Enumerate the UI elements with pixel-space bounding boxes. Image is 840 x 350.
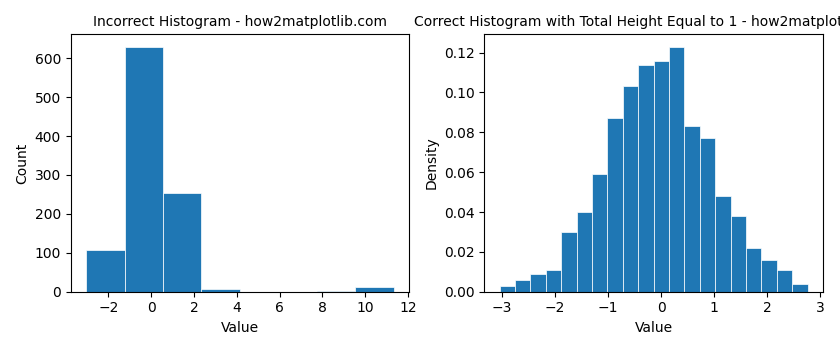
Bar <box>669 47 685 292</box>
Bar <box>163 193 202 292</box>
Bar <box>531 274 546 292</box>
Bar <box>638 64 654 292</box>
Bar <box>607 118 622 292</box>
Bar <box>700 138 715 292</box>
X-axis label: Value: Value <box>634 321 673 335</box>
Bar <box>86 250 124 292</box>
Bar <box>500 286 515 292</box>
Y-axis label: Count: Count <box>15 142 29 184</box>
Bar <box>731 216 746 292</box>
Bar <box>202 289 240 292</box>
Bar <box>654 61 669 292</box>
Bar <box>715 196 731 292</box>
Bar <box>355 287 394 292</box>
Bar <box>777 270 792 292</box>
Bar <box>576 212 592 292</box>
Title: Correct Histogram with Total Height Equal to 1 - how2matplotlib.com: Correct Histogram with Total Height Equa… <box>414 15 840 29</box>
Bar <box>561 232 576 292</box>
Bar <box>685 126 700 292</box>
Bar <box>761 260 777 292</box>
Bar <box>546 270 561 292</box>
Bar <box>746 248 761 292</box>
X-axis label: Value: Value <box>221 321 259 335</box>
Y-axis label: Density: Density <box>424 136 438 189</box>
Bar <box>124 47 163 292</box>
Bar <box>592 174 607 292</box>
Title: Incorrect Histogram - how2matplotlib.com: Incorrect Histogram - how2matplotlib.com <box>93 15 387 29</box>
Bar <box>792 284 807 292</box>
Bar <box>622 86 638 292</box>
Bar <box>317 290 355 292</box>
Bar <box>515 280 531 292</box>
